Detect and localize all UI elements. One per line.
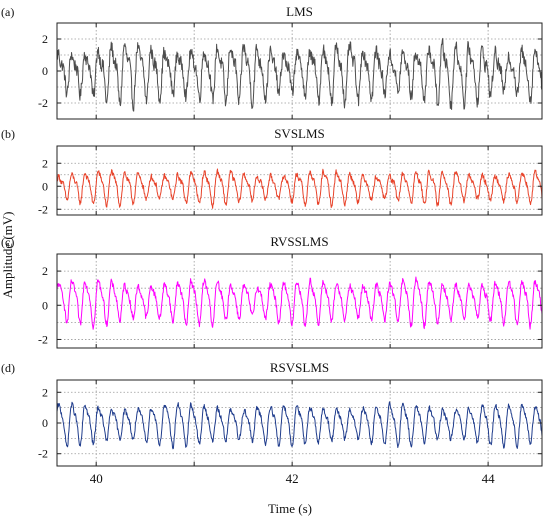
plot-frame bbox=[56, 253, 543, 349]
y-tick-label: 2 bbox=[42, 32, 48, 46]
y-tick-label: 2 bbox=[42, 156, 48, 170]
series-line bbox=[56, 276, 543, 330]
y-tick-label: 0 bbox=[42, 416, 48, 430]
panel-label: (c) bbox=[1, 235, 14, 249]
panel-b: SVSLMS (b) 2 0 -2 bbox=[1, 126, 543, 216]
panel-c: RVSSLMS (c) 2 0 -2 bbox=[1, 234, 543, 349]
panel-title: SVSLMS bbox=[274, 126, 325, 141]
panel-title: LMS bbox=[286, 4, 313, 19]
y-tick-label: -2 bbox=[38, 332, 48, 346]
series-line bbox=[56, 168, 543, 209]
panel-label: (b) bbox=[1, 127, 15, 141]
y-tick-label: 0 bbox=[42, 64, 48, 78]
y-axis-label: Amplitude (mV) bbox=[0, 211, 15, 298]
y-tick-label: 0 bbox=[42, 298, 48, 312]
plot-frame bbox=[56, 145, 543, 216]
panel-title: RSVSLMS bbox=[270, 360, 329, 375]
x-tick-label: 42 bbox=[286, 471, 299, 486]
x-tick-label: 44 bbox=[482, 471, 496, 486]
y-tick-label: -2 bbox=[38, 202, 48, 216]
panel-label: (a) bbox=[1, 5, 14, 19]
y-tick-label: -2 bbox=[38, 447, 48, 461]
panel-label: (d) bbox=[1, 361, 15, 375]
panel-title: RVSSLMS bbox=[270, 234, 328, 249]
panel-d: RSVSLMS (d) 2 0 -2 40 42 44 bbox=[1, 360, 543, 486]
panel-a: LMS (a) 2 0 -2 bbox=[1, 4, 543, 120]
y-tick-label: -2 bbox=[38, 96, 48, 110]
y-tick-label: 2 bbox=[42, 264, 48, 278]
series-line bbox=[56, 37, 543, 112]
y-tick-label: 0 bbox=[42, 179, 48, 193]
x-tick-label: 40 bbox=[90, 471, 103, 486]
y-tick-label: 2 bbox=[42, 385, 48, 399]
series-line bbox=[56, 401, 543, 450]
x-axis-label: Time (s) bbox=[268, 501, 312, 516]
